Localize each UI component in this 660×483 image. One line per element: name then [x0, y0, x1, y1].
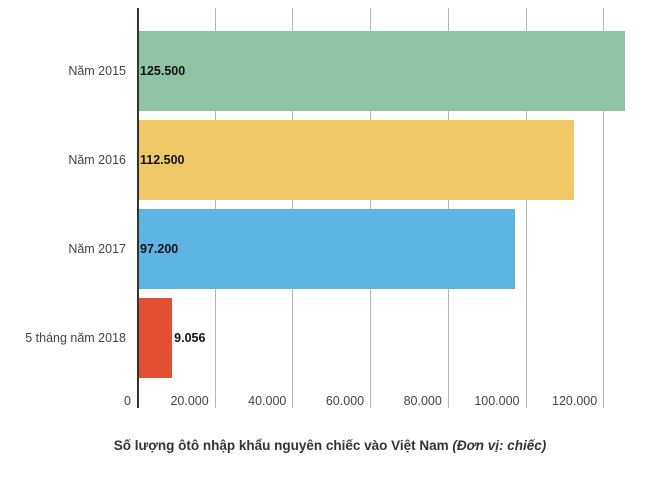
bar-value-label: 125.500 [140, 64, 186, 78]
bar-value-label: 9.056 [174, 331, 206, 345]
gridline [603, 8, 605, 408]
x-tick-label: 20.000 [170, 394, 209, 408]
gridline [370, 8, 372, 408]
category-label: Năm 2017 [68, 242, 126, 256]
x-tick-label: 100.000 [474, 394, 520, 408]
plot-area: 125.500 112.500 97.200 9.056 [137, 8, 637, 408]
x-tick-label: 40.000 [248, 394, 287, 408]
bar: 97.200 [137, 209, 515, 289]
bar: 125.500 [137, 31, 625, 111]
x-tick-label: 80.000 [403, 394, 442, 408]
gridline [214, 8, 216, 408]
category-label: Năm 2016 [68, 153, 126, 167]
x-tick-label: 0 [124, 394, 131, 408]
category-label: Năm 2015 [68, 64, 126, 78]
gridline [525, 8, 527, 408]
y-axis-line [137, 8, 139, 408]
chart-title-main: Số lượng ôtô nhập khẩu nguyên chiếc vào … [113, 438, 453, 453]
x-tick-label: 60.000 [325, 394, 365, 408]
chart-title-unit: (Đơn vị: chiếc) [452, 438, 547, 453]
category-label: 5 tháng năm 2018 [25, 331, 126, 345]
bar: 9.056 [137, 298, 205, 378]
x-tick-label: 120.000 [552, 394, 598, 408]
chart-title: Số lượng ôtô nhập khẩu nguyên chiếc vào … [0, 438, 660, 453]
gridline [292, 8, 294, 408]
gridline [447, 8, 449, 408]
bar: 112.500 [137, 120, 575, 200]
bar-value-label: 112.500 [140, 153, 185, 167]
bar-value-label: 97.200 [140, 242, 179, 256]
